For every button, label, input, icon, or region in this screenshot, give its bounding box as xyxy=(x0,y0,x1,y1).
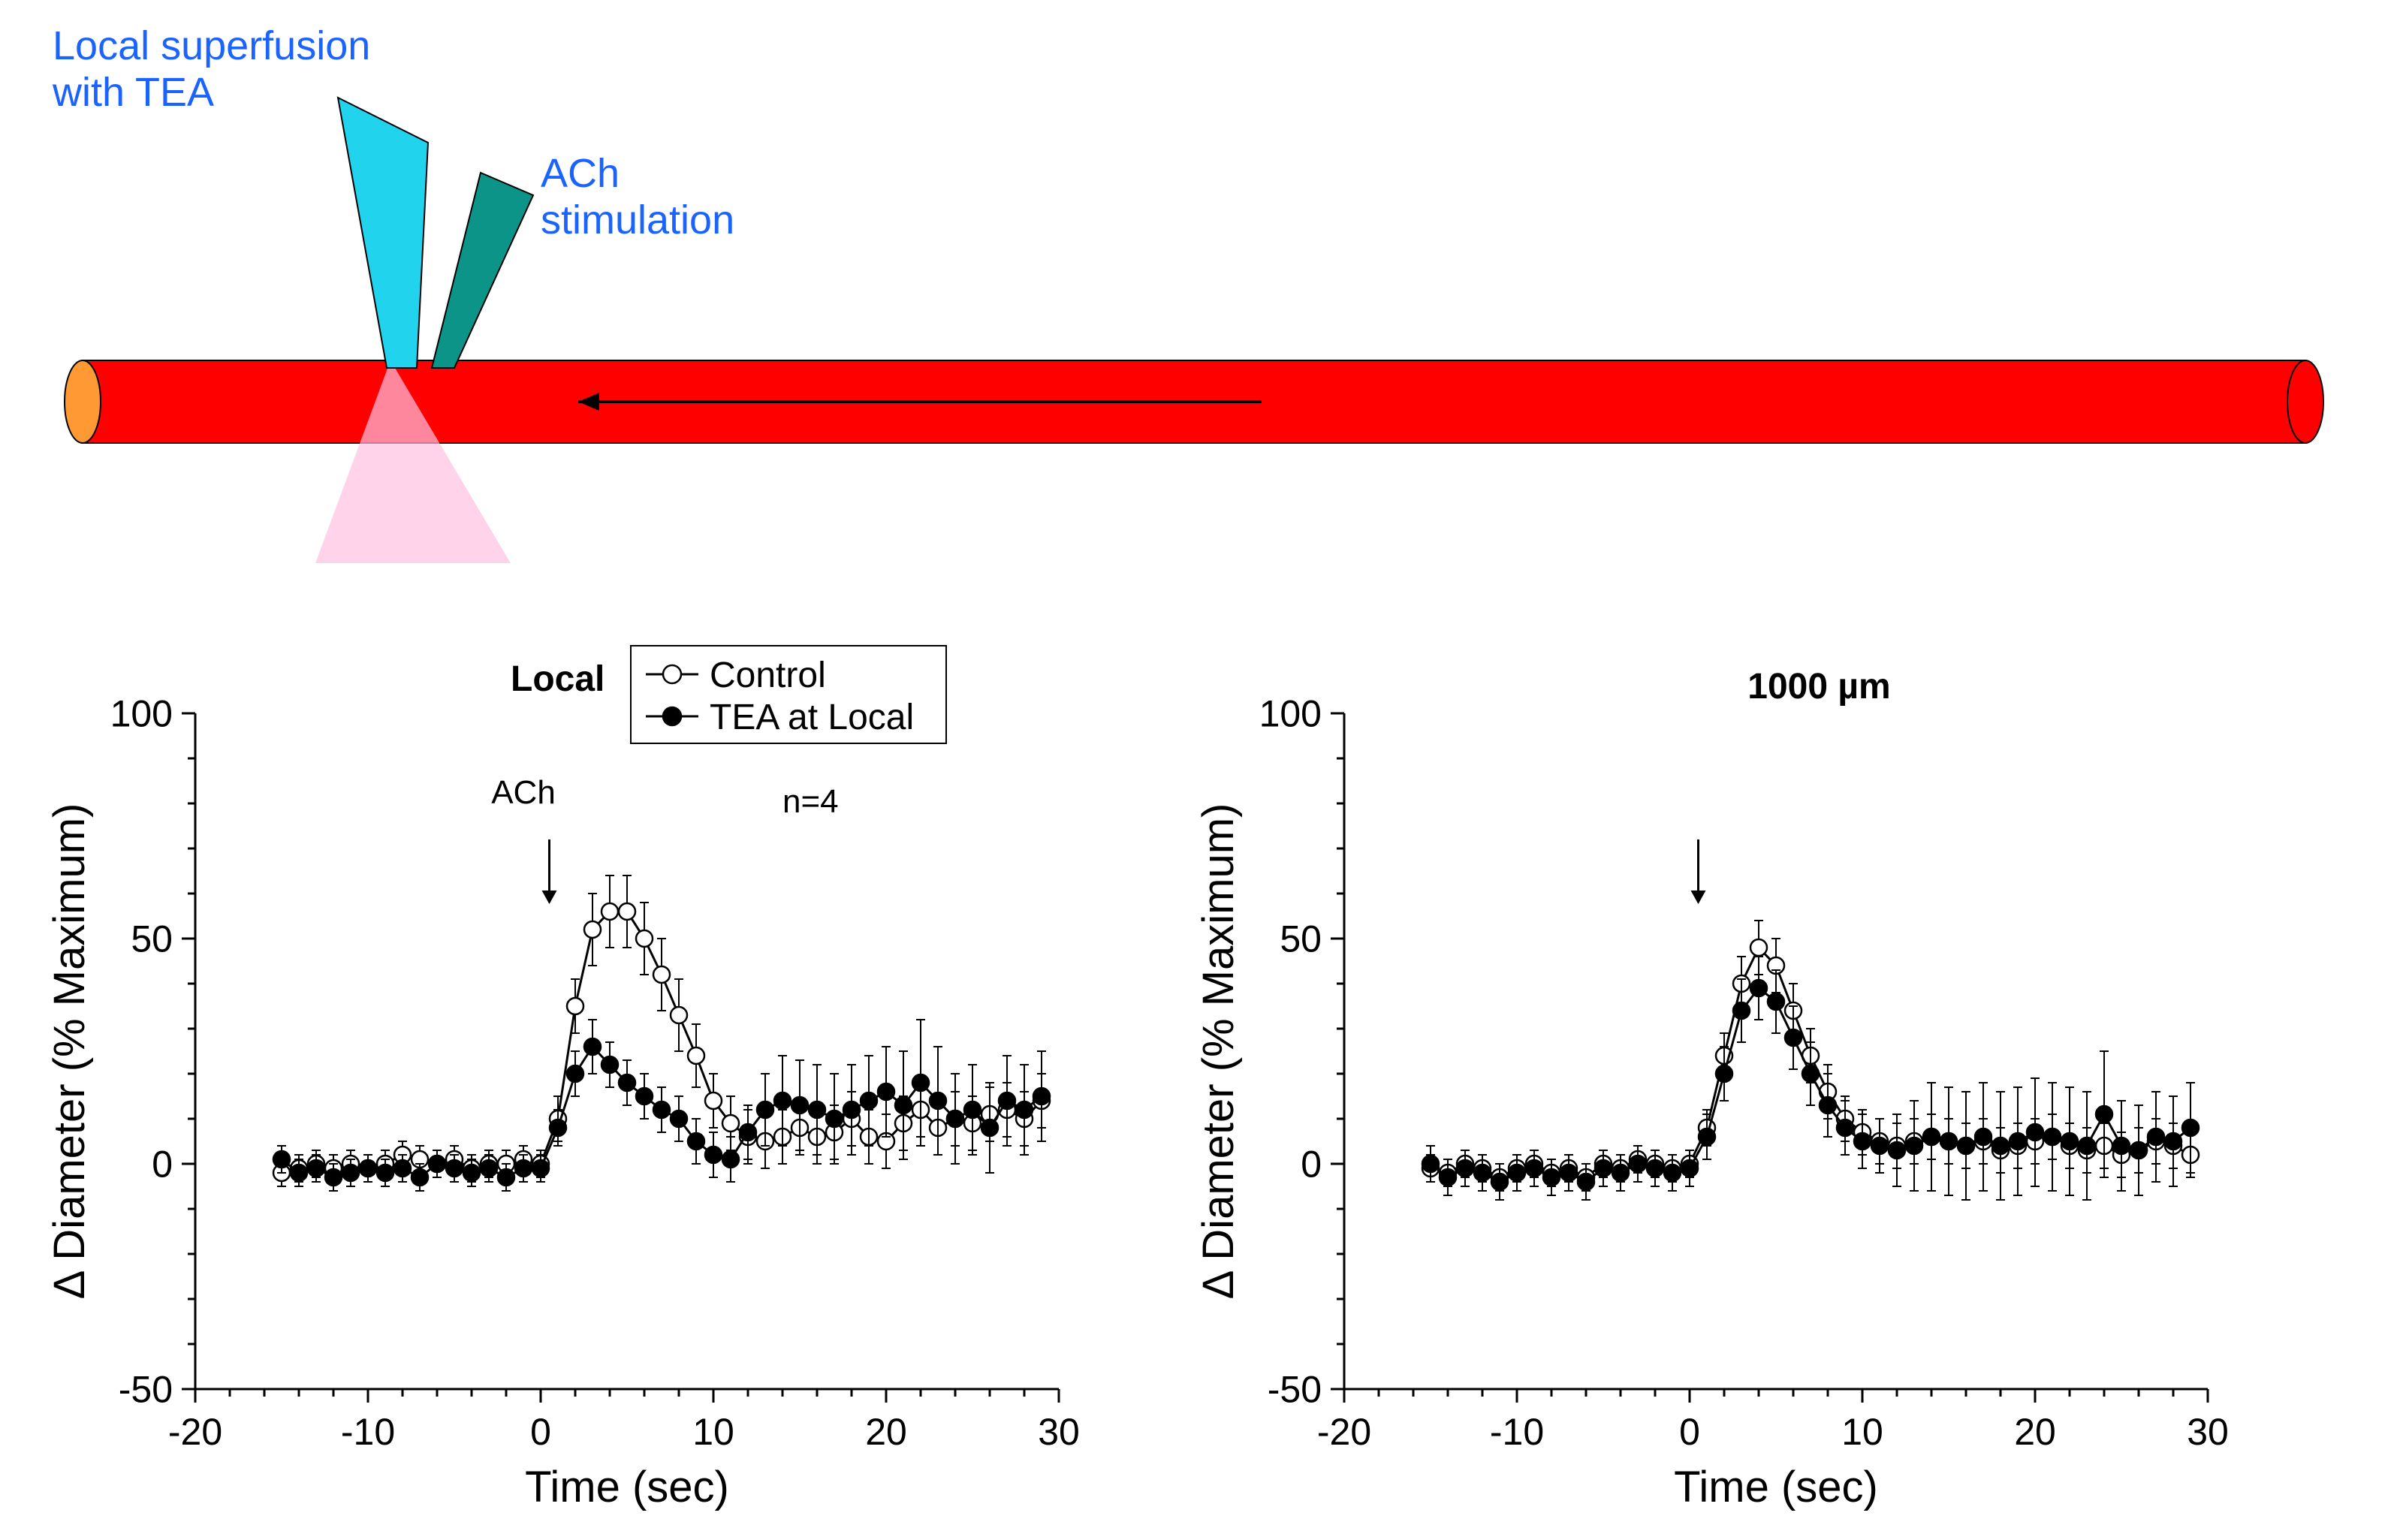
tea-marker xyxy=(2027,1124,2043,1141)
tea-marker xyxy=(2044,1129,2061,1145)
tea-marker xyxy=(1457,1160,1473,1177)
tea-marker xyxy=(1474,1165,1491,1181)
tea-marker xyxy=(2096,1106,2112,1123)
x-axis-label: Time (sec) xyxy=(1674,1463,1878,1511)
chart-1000um: -50 0 50 100 -20 -10 0 10 20 30 Time (sec) Δ Diamet… xyxy=(0,0,2391,1540)
tea-marker xyxy=(1837,1120,1853,1136)
tea-marker xyxy=(1509,1165,1525,1181)
tea-marker xyxy=(1422,1156,1439,1172)
control-marker xyxy=(1750,939,1767,956)
svg-text:-50: -50 xyxy=(1268,1369,1322,1411)
chart-title: 1000 µm xyxy=(1747,667,1890,707)
tea-marker xyxy=(1820,1097,1836,1114)
tea-marker xyxy=(1664,1165,1681,1181)
tea-marker xyxy=(1612,1165,1629,1181)
tea-marker xyxy=(1992,1138,2009,1154)
tea-marker xyxy=(1750,980,1767,996)
tea-marker xyxy=(1578,1174,1594,1190)
tea-marker xyxy=(1923,1129,1940,1145)
tea-marker xyxy=(1975,1129,1991,1145)
tea-marker xyxy=(1595,1160,1612,1177)
tea-marker xyxy=(1785,1029,1802,1046)
tea-marker xyxy=(1958,1138,1974,1154)
tea-marker xyxy=(2113,1138,2130,1154)
svg-text:10: 10 xyxy=(1841,1411,1883,1453)
svg-text:30: 30 xyxy=(2187,1411,2229,1453)
tea-marker xyxy=(1491,1174,1508,1190)
tea-marker xyxy=(1647,1160,1663,1177)
tea-marker xyxy=(1871,1138,1888,1154)
tea-marker xyxy=(2148,1129,2164,1145)
tea-marker xyxy=(1543,1169,1560,1186)
tea-marker xyxy=(1802,1065,1819,1082)
tea-marker xyxy=(1733,1002,1750,1019)
tea-marker xyxy=(1854,1133,1871,1150)
tea-marker xyxy=(2130,1142,2147,1159)
svg-text:0: 0 xyxy=(1301,1144,1322,1186)
tea-marker xyxy=(1906,1138,1922,1154)
tea-marker xyxy=(2165,1133,2181,1150)
tea-marker xyxy=(2182,1120,2199,1136)
svg-text:100: 100 xyxy=(1259,693,1322,735)
tea-marker xyxy=(2061,1133,2078,1150)
svg-text:20: 20 xyxy=(2014,1411,2056,1453)
tea-marker xyxy=(1560,1165,1577,1181)
svg-text:-10: -10 xyxy=(1490,1411,1544,1453)
svg-text:50: 50 xyxy=(1280,918,1322,960)
tea-marker xyxy=(1940,1133,1957,1150)
svg-text:-20: -20 xyxy=(1317,1411,1371,1453)
tea-marker xyxy=(1440,1169,1456,1186)
y-axis-label: Δ Diameter (% Maximum) xyxy=(1194,803,1243,1300)
tea-marker xyxy=(1716,1065,1732,1082)
tea-marker xyxy=(2079,1138,2095,1154)
svg-text:0: 0 xyxy=(1679,1411,1700,1453)
tea-marker xyxy=(1699,1129,1715,1145)
tea-marker xyxy=(1889,1142,1905,1159)
tea-marker xyxy=(1630,1156,1646,1172)
tea-marker xyxy=(1768,993,1784,1010)
tea-marker xyxy=(2010,1133,2026,1150)
tea-marker xyxy=(1526,1160,1542,1177)
tea-marker xyxy=(1681,1160,1698,1177)
